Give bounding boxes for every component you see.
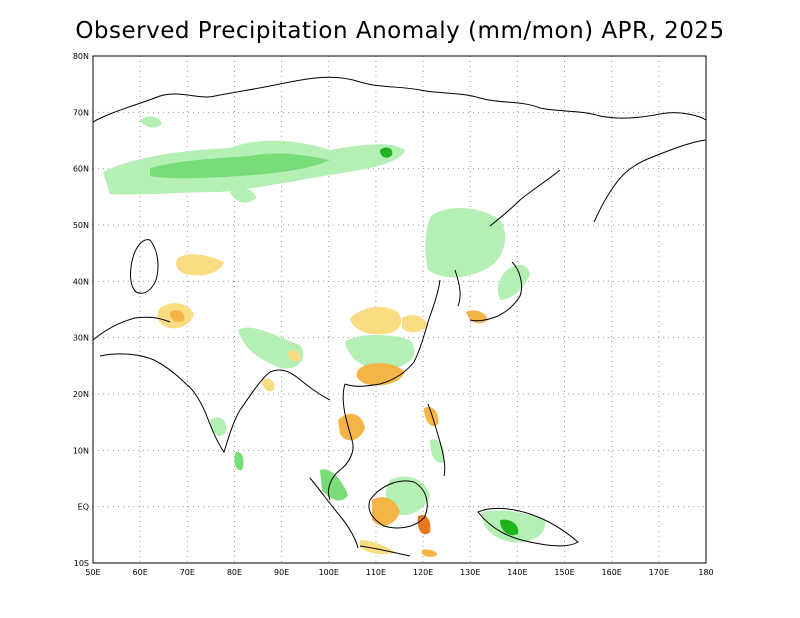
wet-region-himalaya: [238, 327, 304, 369]
lon-tick-label: 100E: [319, 568, 339, 577]
dry-region-caspian: [176, 254, 224, 276]
wet-region-manchuria: [425, 208, 506, 278]
wet-region-south-china: [345, 335, 415, 370]
lon-tick-label: 90E: [274, 568, 289, 577]
dry-region-bangladesh: [288, 350, 301, 362]
lat-tick-label: EQ: [78, 503, 89, 512]
coastlines: [92, 76, 707, 557]
lat-tick-label: 80N: [73, 52, 89, 61]
lat-tick-label: 50N: [73, 221, 89, 230]
wet-region-sri-lanka: [234, 451, 244, 471]
lat-tick-label: 20N: [73, 390, 89, 399]
dry-region-japan: [466, 310, 488, 324]
lat-tick-label: 40N: [73, 277, 89, 286]
lat-tick-label: 60N: [73, 165, 89, 174]
lat-tick-label: 10S: [74, 559, 89, 568]
dry-region-timor: [421, 549, 437, 557]
map-frame: [92, 55, 707, 564]
dry-region-sulawesi: [417, 514, 431, 535]
lon-tick-label: 60E: [133, 568, 148, 577]
wet-region-siberia-peak: [380, 147, 393, 158]
lat-tick-label: 70N: [73, 108, 89, 117]
dry-region-borneo: [372, 497, 400, 526]
dry-region-central-china: [350, 306, 402, 335]
dry-region-east-china: [402, 315, 428, 333]
wet-region-arctic: [140, 116, 162, 128]
lon-tick-label: 140E: [507, 568, 527, 577]
lon-tick-label: 130E: [460, 568, 480, 577]
lon-tick-label: 120E: [413, 568, 433, 577]
dry-region-nepal: [262, 378, 275, 392]
wet-region-new-guinea-core: [500, 519, 519, 536]
wet-region-japan: [497, 264, 530, 300]
axis-labels: 50E 60E 70E 80E 90E 100E 110E 120E 130E 140E 150E 1…: [73, 52, 714, 577]
wet-region-siberia-core: [150, 153, 330, 179]
lon-tick-label: 160E: [602, 568, 622, 577]
anomaly-shading: [103, 116, 546, 557]
wet-region-malay: [320, 469, 348, 501]
lon-tick-label: 50E: [85, 568, 100, 577]
lon-tick-label: 170E: [649, 568, 669, 577]
lon-tick-label: 180: [698, 568, 713, 577]
lon-tick-label: 110E: [366, 568, 386, 577]
wet-region-west-siberia: [230, 188, 256, 203]
lon-tick-label: 80E: [227, 568, 242, 577]
dry-region-south-china: [356, 363, 405, 386]
map-title: Observed Precipitation Anomaly (mm/mon) …: [75, 18, 725, 44]
lat-tick-label: 10N: [73, 446, 89, 455]
wet-region-india-south: [210, 417, 227, 436]
dry-region-indochina: [338, 413, 365, 441]
dry-region-philippines: [424, 406, 439, 427]
dry-region-afghanistan-core: [170, 310, 185, 322]
graticule: [93, 56, 706, 563]
lon-tick-label: 150E: [554, 568, 574, 577]
lon-tick-label: 70E: [180, 568, 195, 577]
lat-tick-label: 30N: [73, 334, 89, 343]
